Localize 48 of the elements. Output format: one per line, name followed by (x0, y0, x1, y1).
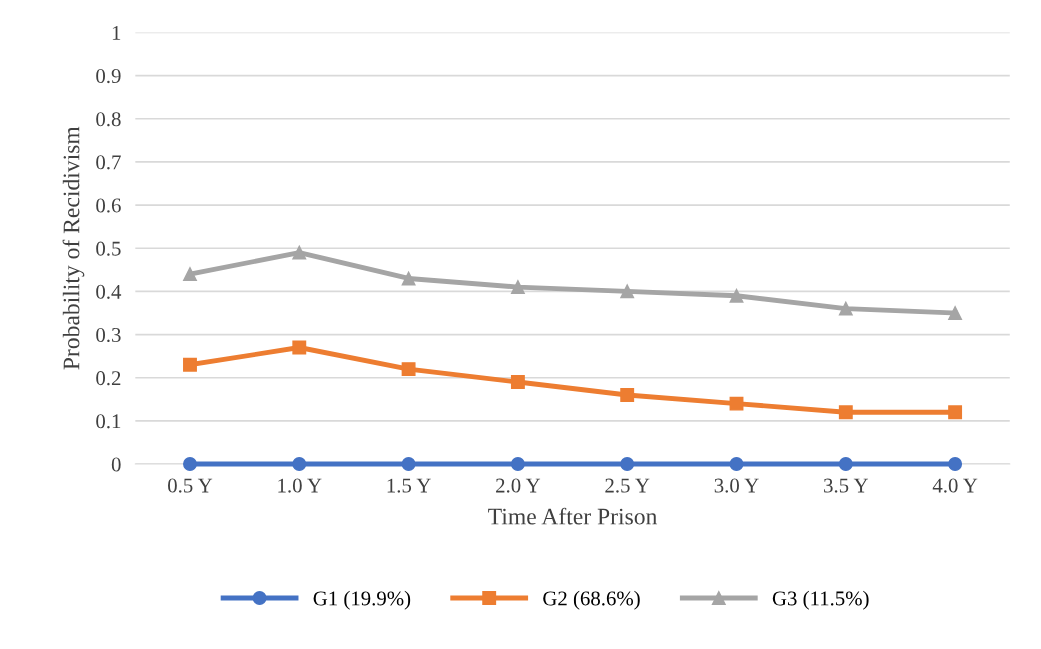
point (620, 388, 635, 402)
y-tick-label: 0.9 (96, 68, 121, 84)
point (292, 245, 307, 260)
point (401, 362, 416, 377)
y-tick-label: 0.3 (96, 327, 121, 343)
point (729, 457, 744, 471)
x-tick-label: 4.0 Y (932, 478, 978, 493)
point (620, 284, 635, 299)
point (510, 375, 525, 389)
y-tick-label: 0 (111, 457, 121, 472)
point (838, 457, 853, 471)
x-axis-title: Time After Prison (488, 507, 658, 525)
x-tick-label: 1.0 Y (278, 478, 322, 493)
point (948, 306, 963, 320)
y-tick-label: 0.5 (96, 241, 121, 256)
point (510, 280, 525, 295)
point (401, 271, 416, 286)
x-tick-label: 2.5 Y (605, 478, 650, 493)
y-tick-label: 0.7 (96, 155, 121, 170)
legend-label: G2 (68.6%) (543, 590, 640, 610)
x-tick-label: 3.0 Y (714, 478, 759, 493)
x-tick-label: 1.5 Y (387, 478, 431, 493)
y-tick-label: 0.1 (96, 414, 121, 429)
point (948, 405, 963, 420)
point (948, 457, 963, 471)
point (292, 457, 307, 471)
x-tick-label: 2.0 Y (496, 478, 541, 493)
point (620, 457, 635, 471)
y-tick-label: 0.6 (96, 198, 121, 213)
point (401, 457, 416, 471)
y-tick-label: 0.2 (96, 371, 121, 386)
point (183, 267, 197, 282)
y-tick-label: 1 (112, 25, 121, 40)
legend-label: G1 (19.9%) (313, 590, 411, 610)
y-tick-label: 0.4 (96, 284, 122, 299)
x-tick-label: 0.5 Y (168, 478, 213, 493)
point (838, 301, 853, 316)
point (838, 405, 853, 420)
point (729, 288, 744, 303)
y-tick-label: 0.8 (96, 112, 121, 127)
y-axis-title: Probability of Recidivism (62, 126, 85, 370)
point (183, 357, 197, 372)
point (292, 340, 307, 355)
x-tick-label: 3.5 Y (824, 478, 869, 493)
point (510, 457, 525, 471)
legend-label: G3 (11.5%) (772, 590, 869, 610)
point (729, 396, 744, 411)
point (183, 457, 197, 471)
